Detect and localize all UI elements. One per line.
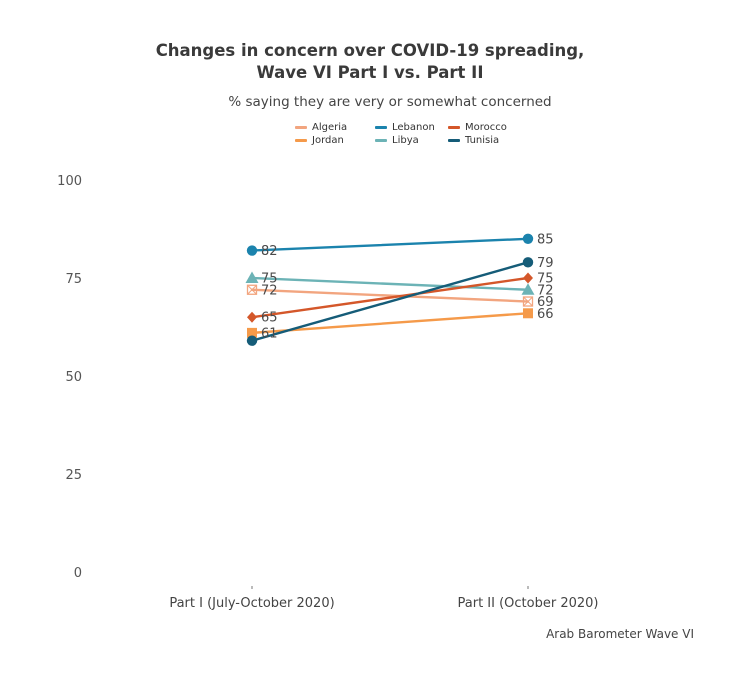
data-label-lebanon-0: 82: [261, 244, 278, 259]
legend-label-jordan: Jordan: [312, 135, 344, 146]
chart-title-line-2: Wave VI Part I vs. Part II: [256, 63, 484, 82]
series-line-libya: [250, 276, 530, 291]
legend-swatch-algeria: [295, 125, 307, 129]
series-line-algeria: [250, 288, 530, 303]
chart-title: Changes in concern over COVID-19 spreadi…: [0, 40, 740, 84]
marker-libya-1: [521, 283, 535, 295]
marker-algeria-0-cross-b: [247, 284, 257, 295]
marker-lebanon-1: [522, 233, 534, 244]
data-label-jordan-0: 61: [261, 326, 278, 341]
marker-libya-0: [245, 271, 259, 283]
legend-swatch-libya: [375, 138, 387, 142]
legend-swatch-jordan: [295, 138, 307, 142]
data-label-morocco-1: 75: [537, 272, 554, 287]
data-label-morocco-0: 65: [261, 311, 278, 326]
marker-algeria-1-cross-b: [523, 296, 533, 307]
x-tick-label-0: Part I (July-October 2020): [169, 596, 334, 611]
marker-morocco-1: [523, 272, 533, 284]
y-tick-label-50: 50: [65, 370, 82, 385]
legend-item-jordan: Jordan: [295, 134, 344, 148]
legend-item-morocco: Morocco: [448, 121, 507, 135]
chart-title-line-1: Changes in concern over COVID-19 spreadi…: [155, 41, 585, 60]
marker-lebanon-0: [246, 245, 258, 256]
legend-swatch-morocco: [448, 125, 460, 129]
marker-tunisia-0: [246, 335, 258, 346]
y-tick-label-100: 100: [57, 174, 82, 189]
series-line-lebanon: [250, 237, 530, 252]
chart-subtitle: % saying they are very or somewhat conce…: [228, 94, 552, 110]
marker-algeria-0: [246, 284, 258, 295]
chart-caption: Arab Barometer Wave VI: [546, 627, 694, 641]
legend-item-lebanon: Lebanon: [375, 121, 435, 135]
x-tick-label-1: Part II (October 2020): [458, 596, 599, 611]
data-label-algeria-1: 69: [537, 295, 554, 310]
series-line-jordan: [250, 312, 530, 335]
marker-jordan-0: [247, 327, 257, 338]
legend-swatch-tunisia: [448, 138, 460, 142]
legend-item-algeria: Algeria: [295, 121, 347, 135]
series-line-morocco: [250, 276, 530, 319]
y-tick-label-0: 0: [74, 566, 82, 581]
data-label-jordan-1: 66: [537, 307, 554, 322]
marker-tunisia-1: [522, 257, 534, 268]
y-tick-label-25: 25: [65, 468, 82, 483]
series-line-tunisia: [250, 261, 530, 342]
data-label-lebanon-1: 85: [537, 232, 554, 247]
legend-label-algeria: Algeria: [312, 122, 348, 133]
legend-label-libya: Libya: [392, 135, 419, 146]
marker-jordan-1: [523, 308, 533, 319]
legend-label-tunisia: Tunisia: [465, 135, 500, 146]
data-label-libya-0: 75: [261, 272, 278, 287]
legend-label-morocco: Morocco: [465, 122, 507, 133]
data-label-libya-1: 72: [537, 283, 554, 298]
legend-swatch-lebanon: [375, 125, 387, 129]
marker-algeria-1: [522, 296, 534, 307]
legend-item-libya: Libya: [375, 134, 419, 148]
data-label-tunisia-1: 79: [537, 256, 554, 271]
marker-morocco-0: [247, 311, 257, 323]
y-tick-label-75: 75: [65, 272, 82, 287]
legend-item-tunisia: Tunisia: [448, 134, 499, 148]
legend-label-lebanon: Lebanon: [392, 122, 435, 133]
data-label-algeria-0: 72: [261, 283, 278, 298]
